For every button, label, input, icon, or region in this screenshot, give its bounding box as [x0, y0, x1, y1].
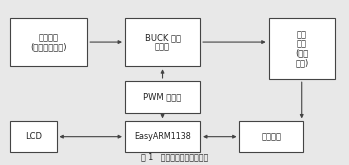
- Text: (电压检测电路): (电压检测电路): [31, 42, 67, 51]
- Text: (可充: (可充: [295, 49, 309, 58]
- Text: 被控: 被控: [297, 30, 307, 39]
- Text: BUCK 电源: BUCK 电源: [144, 33, 180, 42]
- Text: 对象: 对象: [297, 39, 307, 48]
- Bar: [125, 121, 200, 152]
- Bar: [269, 18, 335, 79]
- Text: 图 1   电能收集器电路模块图: 图 1 电能收集器电路模块图: [141, 153, 208, 162]
- Text: 电池): 电池): [295, 58, 309, 67]
- Text: 变换器: 变换器: [155, 42, 170, 51]
- Text: EasyARM1138: EasyARM1138: [134, 132, 191, 141]
- Bar: [239, 121, 303, 152]
- Bar: [10, 121, 57, 152]
- Bar: [125, 18, 200, 66]
- Text: PWM 发生器: PWM 发生器: [143, 93, 181, 101]
- Text: LCD: LCD: [25, 132, 42, 141]
- Text: 直流电源: 直流电源: [39, 33, 59, 42]
- Bar: [10, 18, 87, 66]
- Bar: [125, 81, 200, 113]
- Text: 采样电路: 采样电路: [261, 132, 281, 141]
